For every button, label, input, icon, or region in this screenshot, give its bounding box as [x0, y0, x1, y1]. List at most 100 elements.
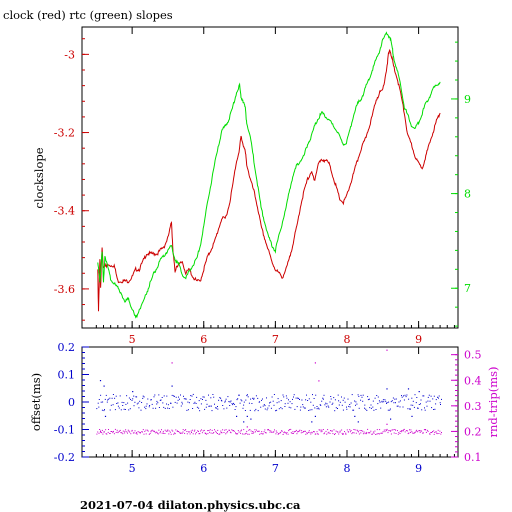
scatter-point-rnd-trip — [152, 430, 154, 432]
scatter-point-rnd-trip — [322, 429, 324, 430]
scatter-point-rnd-trip — [288, 430, 290, 432]
scatter-point-rnd-trip — [252, 432, 254, 434]
scatter-point-offset — [281, 408, 283, 410]
scatter-point-offset — [273, 394, 275, 395]
scatter-point-offset — [360, 399, 362, 401]
scatter-point-rnd-trip — [193, 430, 195, 432]
scatter-point-offset — [167, 404, 169, 406]
scatter-point-offset — [370, 407, 372, 409]
bottom-panel: 5 6 7 8 9 0.2 0.1 0 -0.1 -0.2 0.5 0.4 0.3 0.2 0.1 offs… — [29, 341, 500, 475]
scatter-point-rnd-trip — [241, 429, 242, 431]
scatter-point-offset — [217, 408, 219, 410]
scatter-point-offset — [384, 399, 386, 401]
scatter-point-rnd-trip — [238, 431, 240, 433]
scatter-point-offset — [210, 397, 212, 399]
scatter-point-offset — [316, 408, 318, 410]
scatter-point-rnd-trip — [357, 430, 359, 432]
scatter-point-offset — [355, 404, 356, 406]
scatter-point-rnd-trip — [275, 433, 277, 435]
scatter-point-offset — [160, 399, 162, 401]
scatter-point-offset — [191, 395, 193, 397]
scatter-point-offset — [377, 403, 379, 405]
scatter-point-rnd-trip — [403, 428, 405, 430]
scatter-point-rnd-trip — [225, 433, 227, 435]
scatter-point-offset — [278, 401, 280, 403]
scatter-point-rnd-trip — [395, 433, 397, 434]
scatter-point-offset — [364, 407, 365, 409]
scatter-point-offset — [109, 409, 111, 411]
scatter-point-rnd-trip — [300, 432, 302, 434]
scatter-point-offset — [250, 418, 252, 420]
y2-tick-label: 9 — [464, 93, 471, 106]
scatter-point-offset — [217, 406, 218, 407]
scatter-point-offset — [184, 398, 186, 400]
scatter-point-offset — [238, 394, 240, 396]
scatter-point-rnd-trip — [224, 429, 226, 431]
scatter-point-rnd-trip — [350, 430, 352, 432]
scatter-point-offset — [289, 401, 291, 403]
footer-caption: 2021-07-04 dilaton.physics.ubc.ca — [80, 498, 301, 512]
scatter-point-rnd-trip — [292, 432, 294, 434]
scatter-point-rnd-trip — [145, 429, 147, 431]
scatter-point-rnd-trip — [358, 431, 359, 433]
scatter-point-rnd-trip — [320, 431, 322, 433]
scatter-point-offset — [402, 406, 404, 408]
scatter-point-offset — [327, 405, 329, 407]
scatter-point-offset — [236, 415, 238, 417]
scatter-point-rnd-trip — [384, 431, 386, 433]
scatter-point-offset — [339, 401, 341, 403]
scatter-point-offset — [190, 395, 192, 397]
scatter-point-offset — [285, 395, 287, 397]
scatter-point-rnd-trip — [338, 433, 340, 435]
scatter-point-rnd-trip — [386, 428, 388, 430]
scatter-point-offset — [219, 397, 221, 399]
scatter-point-offset — [392, 397, 394, 399]
scatter-point-rnd-trip — [413, 432, 415, 434]
scatter-point-offset — [331, 403, 333, 405]
scatter-point-offset — [420, 403, 421, 405]
scatter-point-offset — [308, 410, 310, 411]
scatter-point-offset — [397, 405, 399, 407]
scatter-point-rnd-trip — [408, 432, 410, 434]
scatter-point-offset — [322, 397, 324, 399]
scatter-point-offset — [239, 402, 241, 404]
scatter-point-rnd-trip — [255, 431, 256, 433]
scatter-point-rnd-trip — [218, 433, 220, 435]
scatter-point-offset — [112, 404, 114, 406]
scatter-point-offset — [218, 399, 220, 401]
scatter-point-rnd-trip — [149, 433, 151, 434]
scatter-point-offset — [364, 404, 366, 406]
scatter-point-rnd-trip — [378, 433, 380, 435]
scatter-point-rnd-trip — [164, 433, 166, 434]
scatter-point-rnd-trip — [261, 431, 263, 433]
scatter-point-offset — [290, 407, 292, 409]
scatter-point-rnd-trip — [309, 432, 311, 434]
scatter-point-offset — [427, 400, 429, 402]
scatter-point-offset — [187, 401, 189, 403]
x-tick-label: 8 — [343, 462, 350, 475]
scatter-point-rnd-trip — [174, 433, 176, 435]
scatter-point-offset — [133, 395, 135, 397]
scatter-point-rnd-trip — [221, 432, 223, 434]
scatter-point-rnd-trip — [296, 433, 298, 435]
scatter-point-offset — [264, 408, 266, 410]
scatter-point-offset — [431, 407, 433, 409]
scatter-point-rnd-trip — [315, 433, 317, 435]
scatter-point-rnd-trip — [281, 430, 282, 432]
scatter-point-offset — [247, 396, 249, 398]
scatter-point-rnd-trip — [405, 430, 407, 432]
scatter-point-rnd-trip — [188, 431, 190, 433]
scatter-point-offset — [149, 405, 151, 406]
scatter-point-offset — [196, 396, 198, 398]
scatter-point-rnd-trip — [199, 433, 201, 435]
scatter-point-offset — [390, 418, 392, 420]
scatter-point-offset — [220, 399, 222, 401]
scatter-point-rnd-trip — [165, 430, 167, 432]
scatter-point-rnd-trip — [235, 433, 237, 435]
scatter-point-offset — [173, 396, 175, 397]
scatter-point-offset — [270, 407, 272, 409]
scatter-point-offset — [237, 398, 239, 400]
scatter-point-offset — [257, 410, 259, 412]
scatter-point-rnd-trip — [316, 431, 318, 433]
scatter-point-rnd-trip — [367, 428, 369, 430]
